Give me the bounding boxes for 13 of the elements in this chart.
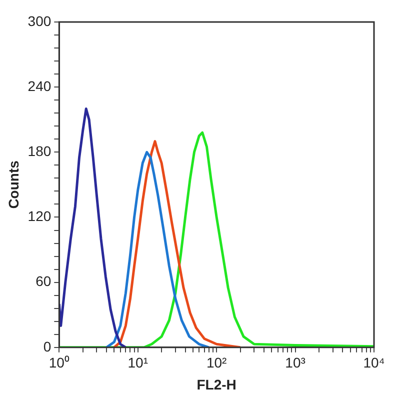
y-tick-label: 300	[28, 12, 52, 29]
y-axis-title: Counts	[5, 160, 22, 209]
x-tick-label: 10⁴	[363, 354, 385, 371]
x-tick-label: 10²	[206, 354, 228, 371]
x-tick-label: 10³	[285, 354, 306, 371]
y-tick-label: 120	[28, 208, 52, 224]
x-tick-label: 10⁰	[48, 354, 70, 371]
y-tick-label: 60	[36, 273, 52, 290]
y-tick-label: 180	[28, 143, 52, 160]
y-tick-label: 0	[43, 338, 52, 354]
x-tick-label: 10¹	[128, 354, 148, 371]
x-axis-title: FL2-H	[196, 376, 236, 392]
y-tick-label: 240	[28, 78, 52, 94]
